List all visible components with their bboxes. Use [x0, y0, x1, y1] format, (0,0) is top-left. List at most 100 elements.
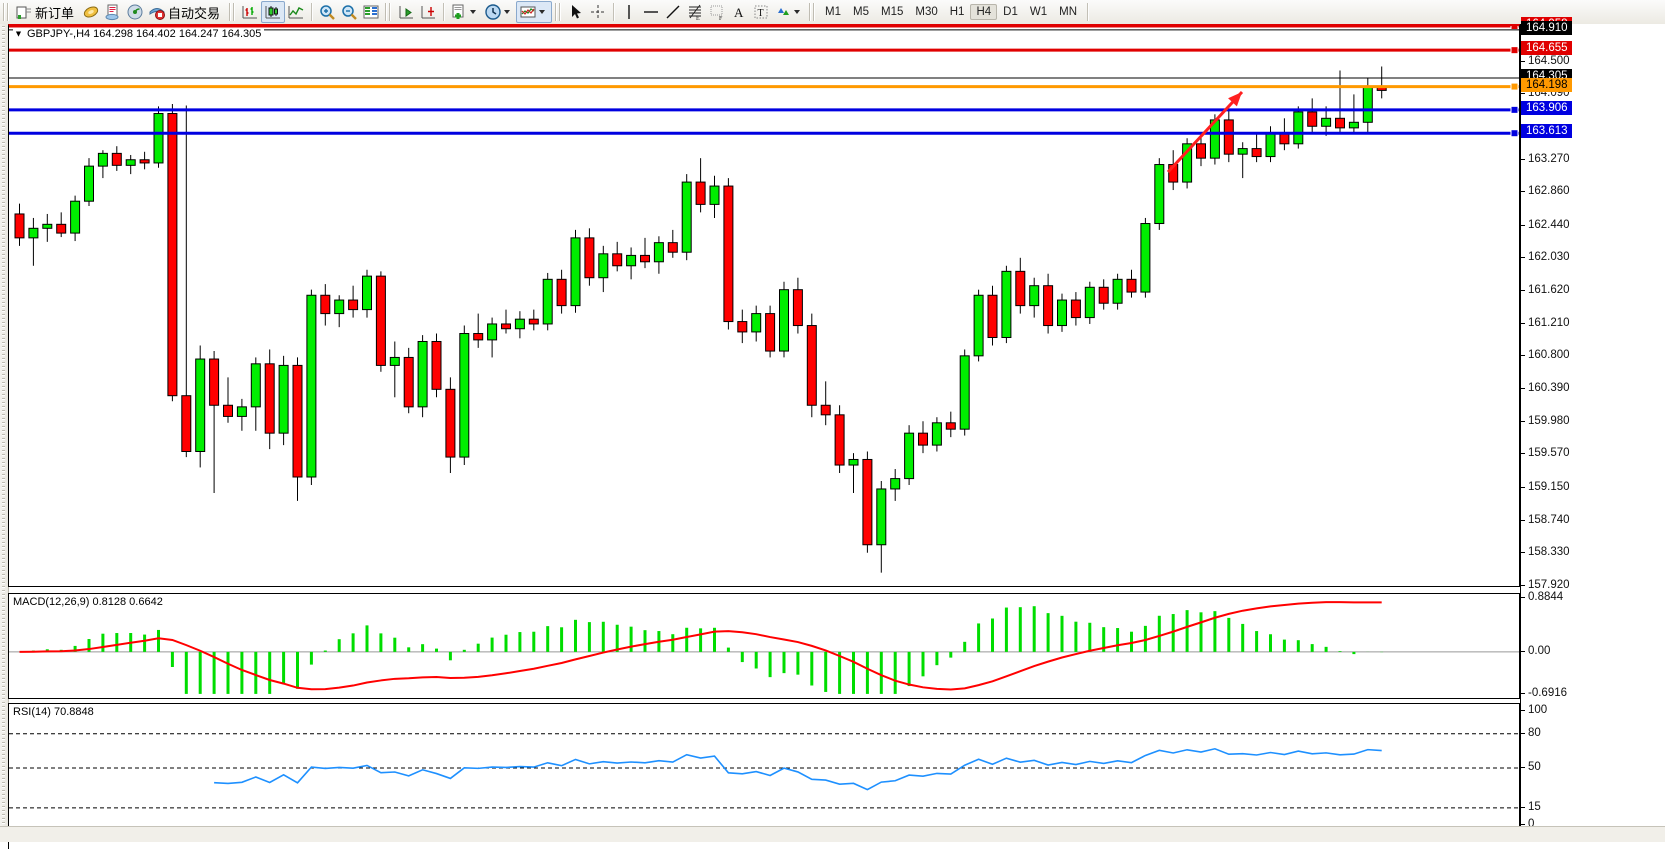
text-label-button[interactable]: T: [750, 2, 772, 22]
autotrading-button[interactable]: 自动交易: [146, 2, 226, 22]
candle: [375, 271, 386, 372]
candle: [1335, 70, 1345, 133]
data-grid-button[interactable]: [360, 2, 382, 22]
timeframe-m15[interactable]: M15: [881, 6, 904, 18]
period-icon: [484, 3, 502, 21]
shapes-button[interactable]: [772, 2, 806, 22]
trendline-button[interactable]: [662, 2, 684, 22]
bar-chart-button[interactable]: [239, 2, 261, 22]
candle: [973, 289, 984, 362]
candle: [1196, 132, 1206, 167]
zoom-in-icon: [318, 3, 336, 21]
templates-icon: [519, 3, 537, 21]
macd-signal-line: [19, 601, 1382, 691]
timeframe-m30[interactable]: M30: [915, 6, 938, 18]
candle: [959, 349, 970, 436]
chevron-down-icon-2[interactable]: [504, 10, 511, 14]
price-scale[interactable]: 164.500 164.090 163.270 162.860 162.440 162.0…: [1520, 17, 1665, 830]
candle: [431, 333, 442, 398]
rsi-tick: 100: [1520, 704, 1547, 716]
toolbar-grip-4[interactable]: [555, 3, 563, 21]
timeframe-w1[interactable]: W1: [1029, 6, 1048, 18]
candle: [640, 237, 650, 269]
price-tick: 159.150: [1520, 481, 1570, 493]
price-tag-blue-level-lower[interactable]: 163.613: [1521, 124, 1572, 139]
rsi-tick: 15: [1520, 801, 1541, 813]
fibonacci-button[interactable]: E: [684, 2, 706, 22]
signals-button[interactable]: [124, 2, 146, 22]
timeframe-group[interactable]: M1 M5 M15 M30 H1 H4 D1 W1 MN: [819, 4, 1083, 20]
candle: [70, 195, 81, 242]
timeframe-m1[interactable]: M1: [825, 6, 842, 18]
candle: [556, 269, 567, 314]
price-tag-resistance-line[interactable]: 164.655: [1521, 41, 1572, 56]
candle: [501, 309, 511, 334]
price-tag-blue-level-upper[interactable]: 163.906: [1521, 100, 1572, 115]
channel-button[interactable]: F: [706, 2, 728, 22]
timeframe-h1[interactable]: H1: [949, 6, 965, 18]
zoom-out-icon: [340, 3, 358, 21]
rsi-label: RSI(14) 70.8848: [13, 706, 97, 718]
candle: [487, 317, 498, 358]
candle: [1057, 293, 1067, 332]
toolbar-grip-5[interactable]: [809, 3, 817, 21]
timeframe-m5[interactable]: M5: [853, 6, 869, 18]
svg-text:E: E: [696, 16, 700, 21]
vertical-line-button[interactable]: [618, 2, 640, 22]
candle: [834, 405, 845, 474]
candle: [362, 269, 372, 318]
svg-text:F: F: [719, 16, 723, 21]
cursor-icon: [567, 3, 585, 21]
chevron-down-icon-3[interactable]: [539, 10, 546, 14]
toolbar-grip[interactable]: [3, 3, 10, 21]
price-tag-orange-level-line[interactable]: 164.198: [1521, 77, 1572, 92]
crosshair-button[interactable]: [587, 2, 609, 22]
rsi-tick: 50: [1520, 761, 1541, 773]
timeframe-mn[interactable]: MN: [1059, 6, 1077, 18]
chart-shift-button[interactable]: [395, 2, 417, 22]
candle: [334, 295, 345, 328]
line-chart-icon: [287, 3, 305, 21]
price-tick: 159.980: [1520, 415, 1570, 427]
toolbar-grip-3[interactable]: [385, 3, 393, 21]
timeframe-h4[interactable]: H4: [970, 4, 998, 20]
main-toolbar[interactable]: 新订单: [0, 0, 1665, 25]
macd-pane[interactable]: MACD(12,26,9) 0.8128 0.6642: [8, 593, 1520, 699]
candle: [1126, 269, 1137, 298]
new-order-button[interactable]: 新订单: [13, 2, 80, 22]
toolbar-grip-2[interactable]: [229, 3, 237, 21]
chevron-down-icon[interactable]: [470, 10, 477, 14]
templates-button[interactable]: [516, 1, 553, 23]
text-button[interactable]: A: [728, 2, 750, 22]
candle: [1098, 279, 1109, 310]
candle: [417, 335, 428, 418]
data-window-button[interactable]: [102, 2, 124, 22]
zoom-out-button[interactable]: [338, 2, 360, 22]
candle: [14, 203, 25, 246]
candle: [1321, 106, 1332, 136]
auto-scroll-icon: [419, 3, 437, 21]
timeframe-d1[interactable]: D1: [1003, 6, 1018, 18]
candle: [84, 158, 94, 206]
svg-text:A: A: [734, 5, 744, 20]
rsi-pane[interactable]: RSI(14) 70.8848: [8, 703, 1520, 829]
period-button[interactable]: [482, 2, 516, 22]
candlestick-chart-button[interactable]: [261, 1, 286, 23]
candle: [570, 229, 581, 313]
price-tick: 157.920: [1520, 579, 1570, 591]
price-tag-bid-line-hidden[interactable]: 164.910: [1521, 20, 1572, 35]
expert-advisors-button[interactable]: [80, 2, 102, 22]
add-indicator-button[interactable]: [448, 2, 482, 22]
horizontal-line-button[interactable]: [640, 2, 662, 22]
price-pane[interactable]: ▼ GBPJPY-,H4 164.298 164.402 164.247 164…: [8, 24, 1520, 587]
cursor-button[interactable]: [565, 2, 587, 22]
auto-scroll-button[interactable]: [417, 2, 439, 22]
candle: [97, 150, 108, 179]
chart-area[interactable]: ▼ GBPJPY-,H4 164.298 164.402 164.247 164…: [0, 17, 1665, 849]
data-grid-icon: [362, 3, 380, 21]
price-tick: 162.440: [1520, 219, 1570, 231]
text-label-icon: T: [752, 3, 770, 21]
line-chart-button[interactable]: [285, 2, 307, 22]
zoom-in-button[interactable]: [316, 2, 338, 22]
chevron-down-icon-4[interactable]: [794, 10, 801, 14]
